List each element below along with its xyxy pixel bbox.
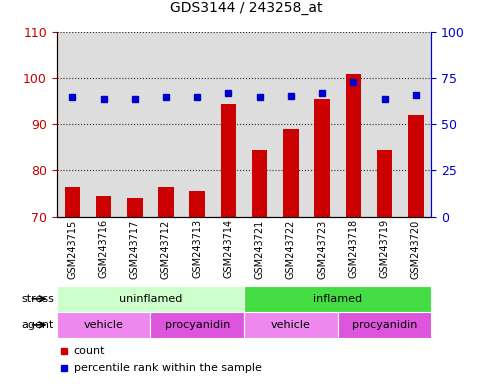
Text: agent: agent xyxy=(22,320,54,330)
Text: percentile rank within the sample: percentile rank within the sample xyxy=(73,362,261,373)
Bar xyxy=(127,198,142,217)
Bar xyxy=(57,312,150,338)
Text: procyanidin: procyanidin xyxy=(352,320,417,330)
Bar xyxy=(244,312,338,338)
Bar xyxy=(338,312,431,338)
Bar xyxy=(57,286,244,312)
Bar xyxy=(315,99,330,217)
Bar xyxy=(189,191,205,217)
Text: uninflamed: uninflamed xyxy=(119,294,182,304)
Bar xyxy=(150,312,244,338)
Text: inflamed: inflamed xyxy=(313,294,362,304)
Text: count: count xyxy=(73,346,105,356)
Bar xyxy=(158,187,174,217)
Text: GDS3144 / 243258_at: GDS3144 / 243258_at xyxy=(170,1,323,15)
Text: vehicle: vehicle xyxy=(271,320,311,330)
Bar xyxy=(96,196,111,217)
Text: vehicle: vehicle xyxy=(84,320,123,330)
Bar xyxy=(408,115,423,217)
Bar xyxy=(283,129,299,217)
Bar xyxy=(252,150,267,217)
Bar xyxy=(65,187,80,217)
Bar xyxy=(244,286,431,312)
Bar xyxy=(221,104,236,217)
Text: stress: stress xyxy=(21,294,54,304)
Bar xyxy=(377,150,392,217)
Bar xyxy=(346,74,361,217)
Text: procyanidin: procyanidin xyxy=(165,320,230,330)
